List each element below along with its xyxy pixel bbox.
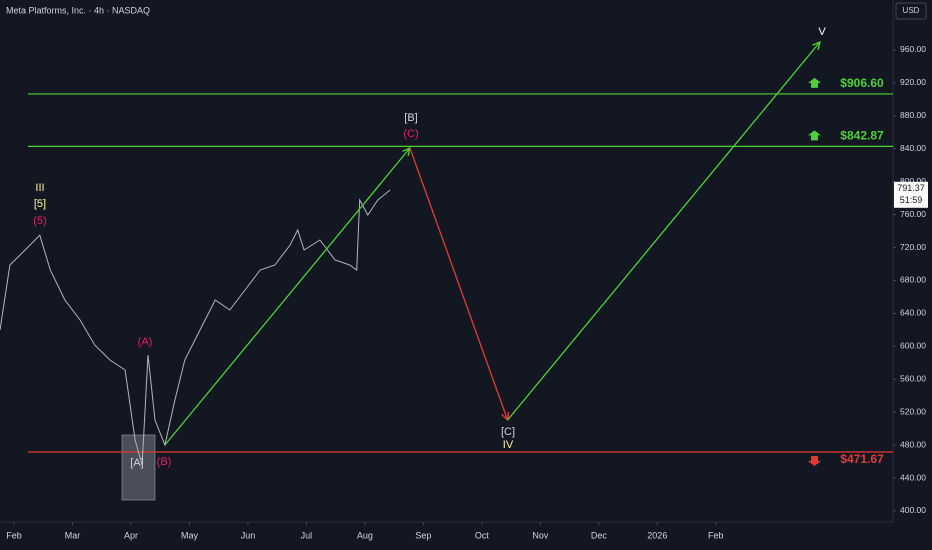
wave-label: IV — [503, 439, 514, 451]
y-tick-label: 960.00 — [900, 44, 926, 54]
level-arrow — [808, 130, 821, 141]
x-tick-label: Jun — [241, 530, 256, 540]
y-tick-label: 400.00 — [900, 505, 926, 515]
wave-label: [5] — [34, 198, 46, 210]
projection — [507, 42, 820, 421]
x-tick-label: Dec — [591, 530, 608, 540]
y-tick-label: 720.00 — [900, 242, 926, 252]
y-tick-label: 480.00 — [900, 439, 926, 449]
currency[interactable]: USD — [903, 6, 920, 15]
y-tick-label: 520.00 — [900, 406, 926, 416]
x-tick-label: Mar — [65, 530, 81, 540]
wave-label: V — [818, 26, 826, 38]
wave-label: [C] — [501, 426, 515, 438]
projection — [164, 148, 410, 446]
y-tick-label: 800.00 — [900, 176, 926, 186]
zone-box — [121, 434, 156, 501]
projection — [409, 147, 508, 420]
countdown: 51:59 — [900, 195, 923, 205]
level-label: $471.67 — [840, 452, 884, 466]
x-tick-label: Aug — [357, 530, 373, 540]
y-tick-label: 640.00 — [900, 308, 926, 318]
x-tick-label: May — [181, 530, 199, 540]
wave-label: [B] — [404, 112, 417, 124]
y-tick-label: 600.00 — [900, 341, 926, 351]
y-tick-label: 760.00 — [900, 209, 926, 219]
current-price: 791.37 — [897, 183, 925, 193]
level-label: $906.60 — [840, 76, 884, 90]
wave-label: (B) — [157, 456, 172, 468]
wave-label: [A] — [130, 457, 143, 469]
wave-label: III — [35, 182, 44, 194]
x-tick-label: Feb — [708, 530, 724, 540]
wave-label: (A) — [138, 336, 153, 348]
chart-title: Meta Platforms, Inc. · 4h · NASDAQ — [6, 5, 150, 15]
x-tick-label: Nov — [532, 530, 549, 540]
y-tick-label: 880.00 — [900, 110, 926, 120]
y-tick-label: 920.00 — [900, 77, 926, 87]
x-tick-label: Feb — [6, 530, 22, 540]
x-tick-label: Apr — [124, 530, 138, 540]
x-tick-label: Oct — [475, 530, 490, 540]
x-tick-label: Sep — [415, 530, 431, 540]
level-arrow — [808, 455, 821, 466]
wave-label: (5) — [33, 215, 46, 227]
x-tick-label: Jul — [301, 530, 313, 540]
price-box — [894, 181, 928, 208]
level-label: $842.87 — [840, 129, 884, 143]
y-tick-label: 680.00 — [900, 275, 926, 285]
price-line — [0, 189, 391, 466]
currency-box[interactable] — [895, 2, 927, 20]
y-tick-label: 840.00 — [900, 143, 926, 153]
y-tick-label: 440.00 — [900, 472, 926, 482]
y-tick-label: 560.00 — [900, 374, 926, 384]
level-arrow — [808, 77, 821, 88]
wave-label: (C) — [403, 128, 418, 140]
x-tick-label: 2026 — [647, 530, 667, 540]
